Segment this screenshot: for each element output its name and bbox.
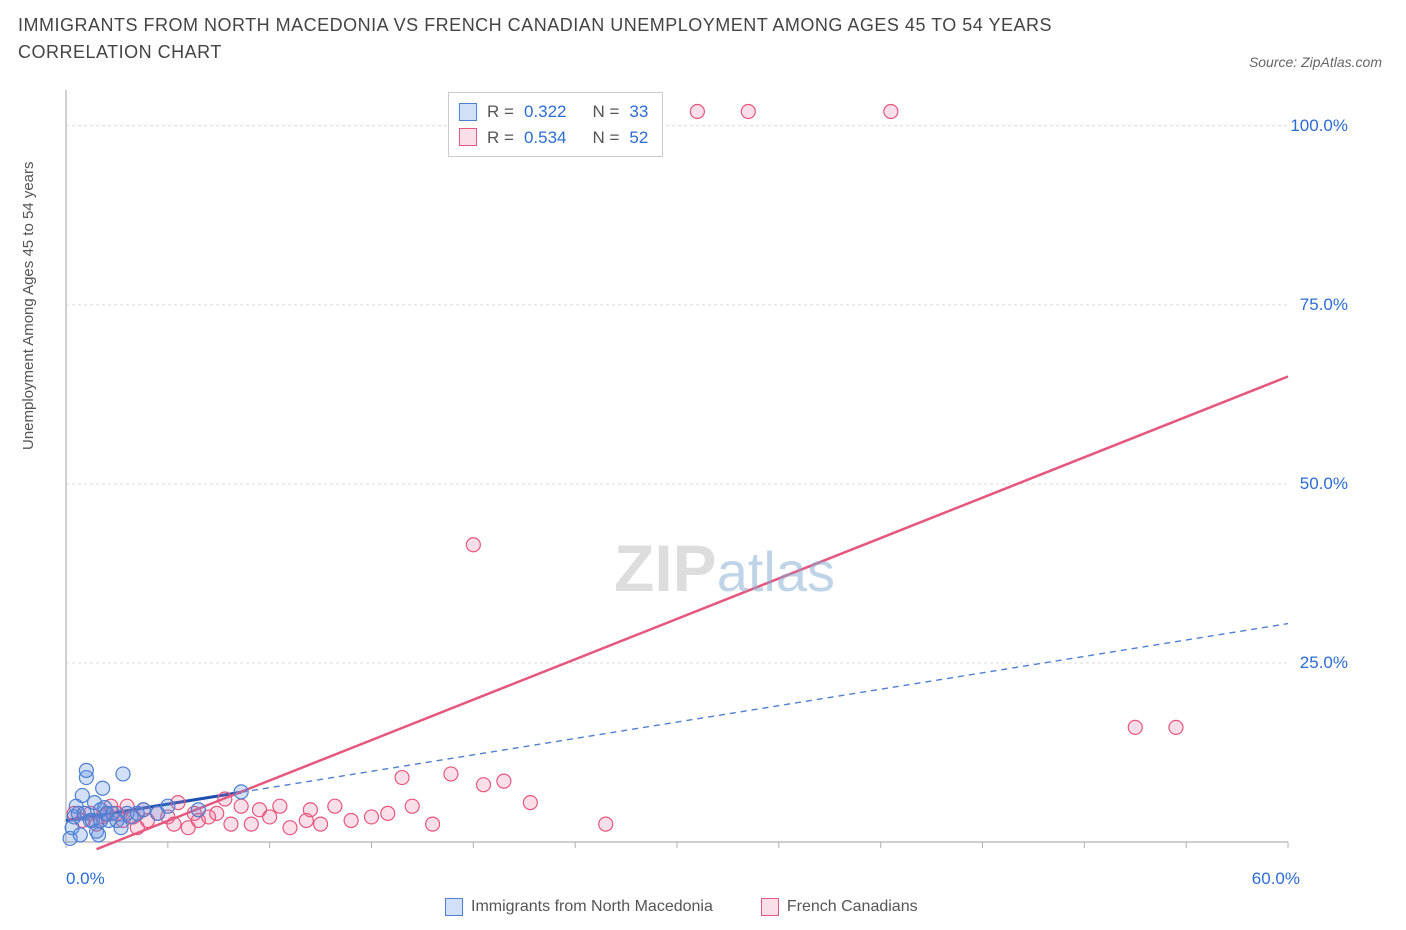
chart-area: 25.0%50.0%75.0%100.0%0.0%60.0% ZIPatlas: [54, 90, 1388, 890]
correlation-stats-box: R = 0.322 N = 33 R = 0.534 N = 52: [448, 92, 663, 157]
svg-text:25.0%: 25.0%: [1300, 653, 1348, 672]
scatter-plot: 25.0% 50.0% 75.0% 100.0% 0.0% 60.0%: [54, 90, 1388, 890]
legend-swatch-1: [445, 898, 463, 916]
r-label: R =: [487, 125, 514, 151]
svg-text:0.0%: 0.0%: [66, 869, 105, 888]
legend-label-2: French Canadians: [787, 898, 918, 916]
bottom-legend: Immigrants from North Macedonia French C…: [445, 898, 918, 916]
legend-item-2: French Canadians: [761, 898, 918, 916]
chart-title: IMMIGRANTS FROM NORTH MACEDONIA VS FRENC…: [18, 12, 1118, 66]
svg-text:100.0%: 100.0%: [1290, 116, 1348, 135]
n-value-2: 52: [629, 125, 648, 151]
svg-text:50.0%: 50.0%: [1300, 474, 1348, 493]
y-axis-label: Unemployment Among Ages 45 to 54 years: [20, 161, 37, 450]
r-value-1: 0.322: [524, 99, 567, 125]
svg-text:60.0%: 60.0%: [1252, 869, 1300, 888]
stats-row-series-1: R = 0.322 N = 33: [459, 99, 648, 125]
legend-item-1: Immigrants from North Macedonia: [445, 898, 713, 916]
n-value-1: 33: [629, 99, 648, 125]
r-value-2: 0.534: [524, 125, 567, 151]
n-label: N =: [592, 99, 619, 125]
legend-swatch-2: [761, 898, 779, 916]
source-attribution: Source: ZipAtlas.com: [1249, 54, 1382, 70]
svg-text:75.0%: 75.0%: [1300, 295, 1348, 314]
n-label: N =: [592, 125, 619, 151]
stats-row-series-2: R = 0.534 N = 52: [459, 125, 648, 151]
swatch-series-2: [459, 128, 477, 146]
r-label: R =: [487, 99, 514, 125]
swatch-series-1: [459, 103, 477, 121]
legend-label-1: Immigrants from North Macedonia: [471, 898, 713, 916]
